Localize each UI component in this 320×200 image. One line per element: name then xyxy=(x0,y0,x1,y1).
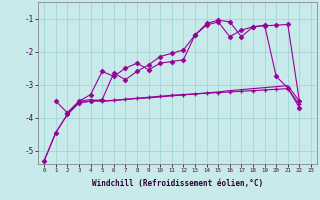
X-axis label: Windchill (Refroidissement éolien,°C): Windchill (Refroidissement éolien,°C) xyxy=(92,179,263,188)
